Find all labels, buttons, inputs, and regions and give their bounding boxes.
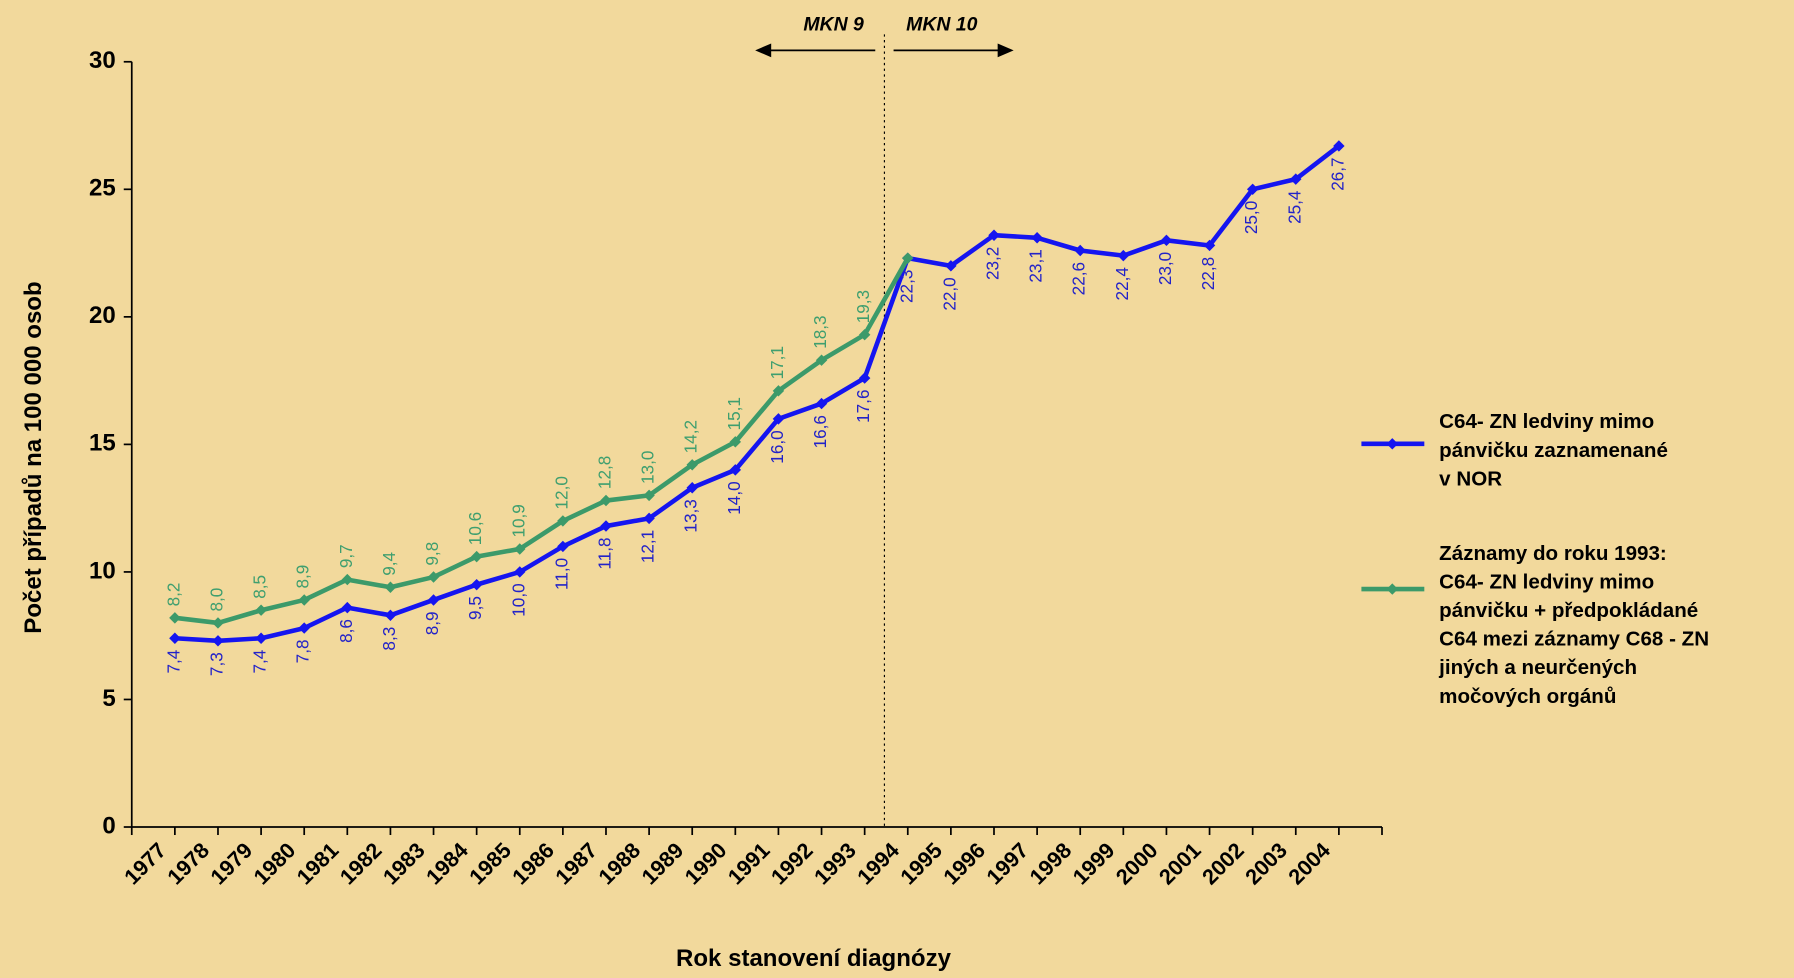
value-label: 12,1 (638, 530, 658, 563)
value-label: 12,8 (595, 456, 615, 489)
value-label: 10,6 (465, 512, 485, 545)
value-label: 22,6 (1069, 262, 1089, 295)
series-marker (341, 573, 354, 586)
series-line (174, 144, 1341, 644)
y-tick-label: 30 (89, 47, 116, 74)
y-tick-label: 10 (89, 557, 116, 584)
value-label: 18,3 (810, 315, 830, 348)
value-label: 9,4 (379, 552, 399, 576)
legend-marker (1386, 438, 1399, 450)
value-label: 12,0 (551, 476, 571, 509)
series-marker (298, 622, 310, 634)
value-label: 22,0 (939, 277, 959, 310)
legend-label: C64- ZN ledviny mimo pánvičku zaznamenané… (1439, 411, 1668, 491)
annotation-right: MKN 10 (906, 13, 977, 35)
y-tick-label: 0 (102, 812, 115, 839)
series-marker (514, 543, 526, 555)
value-label: 17,1 (767, 346, 787, 379)
y-tick-label: 5 (102, 685, 115, 712)
series-marker (557, 540, 569, 553)
y-axis-title: Počet případů na 100 000 osob (20, 281, 47, 633)
value-label: 26,7 (1327, 157, 1347, 190)
value-label: 23,0 (1155, 252, 1175, 285)
series-marker (470, 578, 483, 591)
annotation-left: MKN 9 (803, 13, 864, 35)
series-marker (815, 354, 828, 366)
x-axis-title: Rok stanovení diagnózy (676, 945, 952, 972)
value-label: 25,4 (1284, 190, 1304, 224)
y-tick-label: 15 (89, 430, 116, 457)
series-marker (470, 550, 483, 563)
series-marker (815, 397, 828, 410)
value-label: 7,8 (293, 639, 313, 663)
series-marker (858, 328, 871, 341)
value-label: 9,5 (465, 596, 485, 620)
value-label: 19,3 (853, 290, 873, 323)
value-label: 14,0 (724, 481, 744, 514)
value-label: 9,8 (422, 542, 442, 566)
value-label: 8,6 (336, 619, 356, 643)
value-label: 11,8 (595, 537, 615, 569)
y-tick-label: 25 (89, 175, 116, 202)
value-label: 9,7 (336, 544, 356, 568)
series-marker (988, 229, 1000, 241)
value-label: 8,5 (250, 575, 270, 599)
series-marker (600, 520, 612, 532)
value-label: 8,9 (422, 611, 442, 635)
value-label: 23,1 (1026, 249, 1046, 282)
series-marker (945, 260, 957, 272)
value-label: 22,8 (1198, 257, 1218, 290)
value-label: 14,2 (681, 420, 701, 453)
value-label: 7,3 (207, 652, 227, 676)
series-marker (600, 494, 612, 507)
series-marker (341, 601, 354, 614)
value-label: 15,1 (724, 397, 744, 430)
series-marker (169, 612, 181, 624)
series-marker (858, 372, 871, 384)
value-label: 11,0 (551, 558, 571, 590)
arrow-left (755, 43, 876, 58)
value-label: 8,0 (207, 588, 227, 612)
series-marker (1246, 183, 1259, 196)
series-marker (557, 515, 569, 527)
value-label: 8,9 (293, 565, 313, 589)
series-marker (643, 489, 655, 502)
y-tick-label: 20 (89, 302, 116, 329)
series-line (174, 257, 910, 626)
value-label: 13,0 (638, 451, 658, 484)
value-label: 8,2 (163, 583, 183, 607)
series-marker (643, 512, 655, 525)
value-label: 13,3 (681, 499, 701, 532)
value-label: 16,6 (810, 415, 830, 448)
value-label: 22,3 (896, 270, 916, 303)
value-label: 7,4 (163, 649, 183, 673)
value-label: 23,2 (983, 247, 1003, 280)
value-label: 22,4 (1112, 267, 1132, 301)
value-label: 10,0 (508, 583, 528, 616)
value-label: 7,4 (250, 649, 270, 673)
series-marker (212, 635, 224, 647)
value-label: 16,0 (767, 430, 787, 463)
value-label: 17,6 (853, 390, 873, 423)
arrow-right (893, 43, 1014, 58)
value-label: 10,9 (508, 504, 528, 537)
value-label: 25,0 (1241, 201, 1261, 234)
value-label: 8,3 (379, 627, 399, 651)
legend-label: Záznamy do roku 1993: C64- ZN ledviny mim… (1438, 542, 1709, 708)
series-marker (1203, 239, 1216, 252)
series-marker (902, 252, 914, 264)
series-marker (212, 617, 224, 629)
